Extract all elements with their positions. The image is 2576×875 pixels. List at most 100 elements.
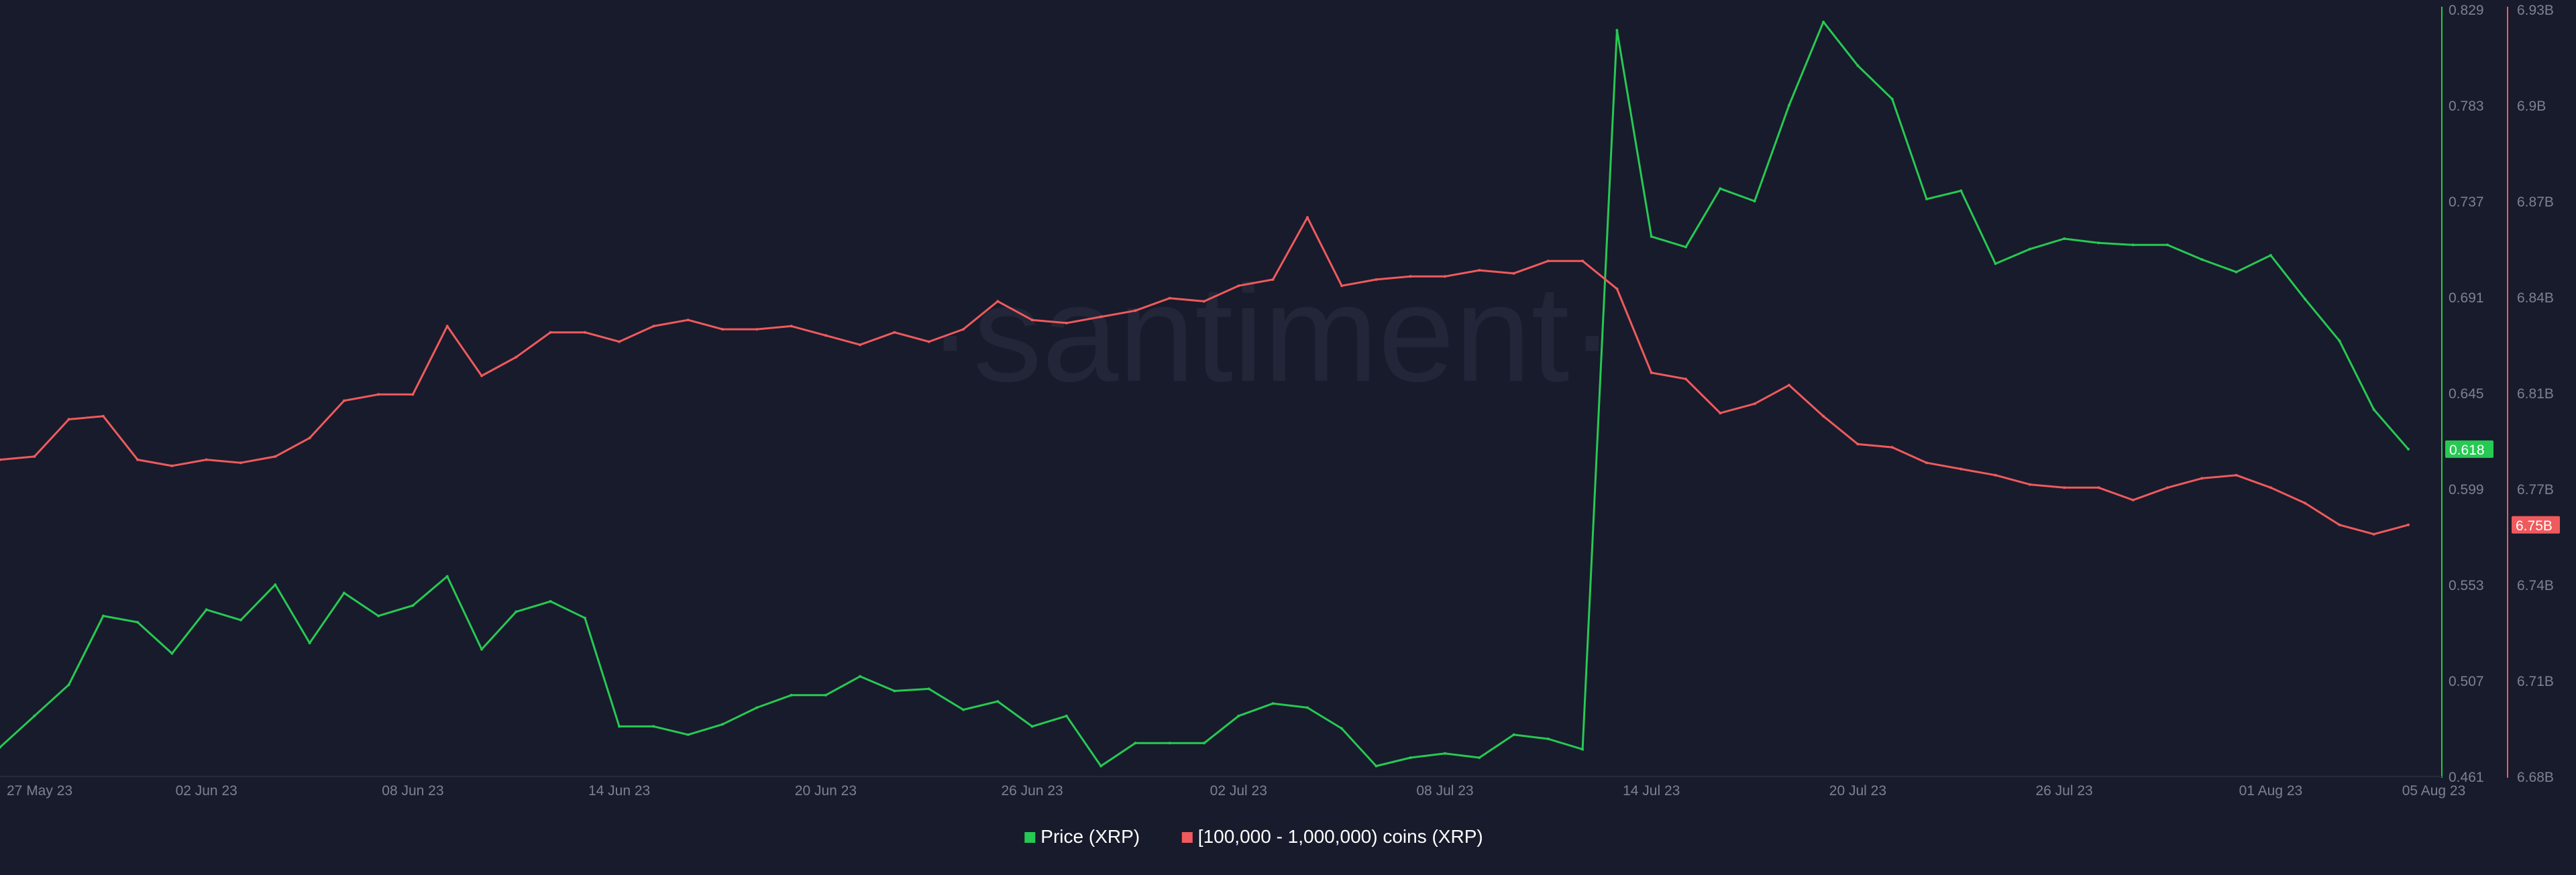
holders-point: [342, 399, 345, 402]
date-tick-label: 02 Jun 23: [176, 783, 237, 799]
price-point: [1650, 235, 1653, 238]
date-tick-label: 01 Aug 23: [2239, 783, 2303, 799]
price-axis-tick-label: 0.553: [2449, 578, 2484, 593]
date-tick-label: 14 Jul 23: [1623, 783, 1680, 799]
price-point: [342, 591, 345, 595]
date-tick-label: 08 Jun 23: [382, 783, 443, 799]
axis-lines: [0, 7, 2508, 778]
holders-point: [962, 328, 965, 331]
price-point: [445, 575, 449, 578]
legend-label-holders: [100,000 - 1,000,000) coins (XRP): [1198, 826, 1483, 847]
price-point: [755, 706, 759, 709]
legend-item-price[interactable]: Price (XRP): [1024, 826, 1140, 847]
price-point: [2131, 243, 2135, 247]
holders-point: [790, 325, 793, 328]
price-point: [824, 693, 827, 697]
date-axis-ticks: 27 May 23 02 Jun 23 08 Jun 23 14 Jun 23 20 J…: [7, 783, 2465, 799]
holders-point: [583, 331, 586, 334]
holders-point: [170, 464, 174, 467]
holders-point: [2269, 486, 2272, 489]
price-point: [0, 746, 1, 749]
holders-point: [893, 331, 896, 334]
price-point: [67, 683, 70, 687]
holders-point: [1478, 269, 1481, 272]
price-point: [33, 714, 36, 717]
holders-point: [652, 325, 655, 328]
holders-axis-tick-label: 6.93B: [2517, 3, 2554, 18]
price-point: [170, 652, 174, 655]
price-point: [1065, 714, 1068, 717]
holders-point: [549, 331, 552, 334]
price-point: [377, 614, 380, 618]
holders-point: [67, 418, 70, 421]
holders-point: [1719, 412, 1722, 415]
price-point: [1030, 725, 1034, 728]
price-point: [1512, 733, 1515, 736]
price-point: [1719, 187, 1722, 190]
holders-point: [2372, 532, 2375, 536]
holders-point: [1340, 284, 1344, 288]
legend-label-price: Price (XRP): [1040, 826, 1140, 847]
date-tick-label: 14 Jun 23: [588, 783, 650, 799]
holders-axis-tick-label: 6.87B: [2517, 194, 2554, 210]
price-point: [2200, 258, 2204, 261]
holders-point: [1409, 275, 1412, 278]
price-point: [1478, 756, 1481, 759]
holders-point: [686, 318, 690, 322]
holders-point: [721, 328, 724, 331]
price-point: [2407, 447, 2410, 451]
holders-point: [824, 334, 827, 337]
price-axis-ticks: 0.829 0.783 0.737 0.691 0.645 0.599 0.553 0.507…: [2449, 3, 2484, 785]
price-point: [893, 689, 896, 693]
price-axis-tick-label: 0.829: [2449, 3, 2484, 18]
price-point: [1203, 742, 1205, 745]
price-axis-tick-label: 0.691: [2449, 290, 2484, 306]
price-series: [0, 20, 2410, 768]
price-current-value-badge: 0.618: [2445, 440, 2493, 458]
price-point: [2028, 247, 2031, 251]
price-point: [1994, 262, 1997, 266]
price-point: [583, 616, 586, 620]
price-badge-background: [2445, 440, 2493, 458]
date-tick-label: 02 Jul 23: [1210, 783, 1267, 799]
holders-point: [1237, 284, 1240, 288]
legend-item-holders[interactable]: [100,000 - 1,000,000) coins (XRP): [1181, 826, 1483, 847]
holders-point: [205, 458, 208, 461]
date-tick-label: 26 Jun 23: [1001, 783, 1063, 799]
holders-point: [996, 300, 1000, 303]
holders-point: [1581, 259, 1585, 263]
holders-point: [1134, 309, 1137, 312]
holders-point: [1890, 446, 1894, 449]
holders-point: [2200, 477, 2204, 480]
price-point: [1305, 706, 1309, 709]
date-tick-label: 27 May 23: [7, 783, 72, 799]
price-point: [239, 618, 242, 622]
holders-point: [33, 455, 36, 458]
holders-point: [2028, 483, 2031, 486]
holders-point: [2166, 486, 2169, 489]
price-point: [1822, 20, 1825, 23]
holders-point: [308, 436, 311, 440]
price-point: [1134, 742, 1137, 745]
price-point: [2372, 408, 2375, 411]
price-point: [2097, 241, 2100, 245]
holders-axis-tick-label: 6.77B: [2517, 482, 2554, 498]
price-point: [1409, 756, 1412, 759]
holders-point: [1960, 467, 1963, 471]
price-point: [652, 725, 655, 728]
holders-point: [1065, 321, 1068, 325]
holders-axis-tick-label: 6.81B: [2517, 386, 2554, 402]
holders-axis-tick-label: 6.68B: [2517, 770, 2554, 785]
price-point: [2269, 253, 2272, 257]
price-point: [1890, 97, 1894, 101]
legend: Price (XRP) [100,000 - 1,000,000) coins (…: [1024, 826, 1483, 847]
price-point: [686, 733, 690, 736]
holders-point: [1650, 371, 1653, 374]
holders-point: [1822, 414, 1825, 418]
price-point: [859, 675, 862, 678]
price-point: [618, 725, 621, 728]
holders-point: [136, 458, 140, 461]
current-value-badges: 0.618 6.75B: [2445, 440, 2560, 534]
price-point: [1271, 702, 1275, 705]
date-tick-label: 20 Jul 23: [1829, 783, 1886, 799]
